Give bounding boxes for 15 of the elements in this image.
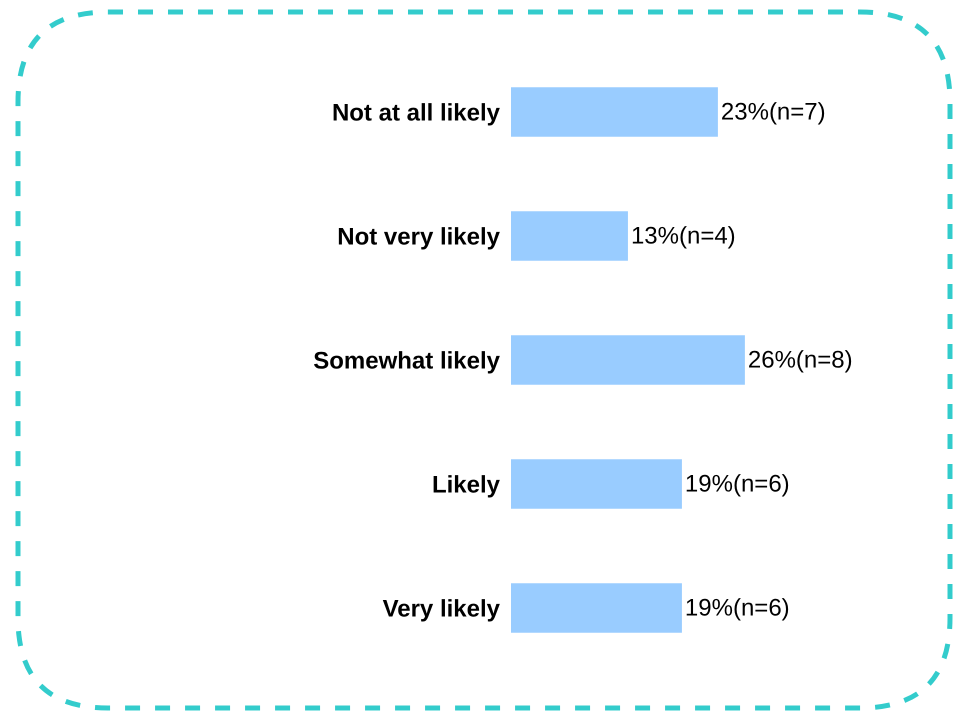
data-label: 23%(n=7) bbox=[720, 98, 826, 126]
y-tick-label: Very likely bbox=[382, 595, 501, 622]
y-tick-label: Somewhat likely bbox=[313, 347, 501, 374]
data-label: 19%(n=6) bbox=[684, 470, 790, 498]
data-label: 19%(n=6) bbox=[684, 594, 790, 622]
bar bbox=[511, 459, 682, 509]
y-tick-label: Likely bbox=[432, 471, 501, 498]
data-label: 13%(n=4) bbox=[630, 222, 736, 250]
y-tick-label: Not at all likely bbox=[332, 99, 501, 126]
bar bbox=[511, 583, 682, 633]
bar bbox=[511, 87, 718, 137]
bar bbox=[511, 211, 628, 261]
y-tick-label: Not very likely bbox=[337, 223, 501, 250]
bar bbox=[511, 335, 745, 385]
data-label: 26%(n=8) bbox=[748, 346, 853, 374]
